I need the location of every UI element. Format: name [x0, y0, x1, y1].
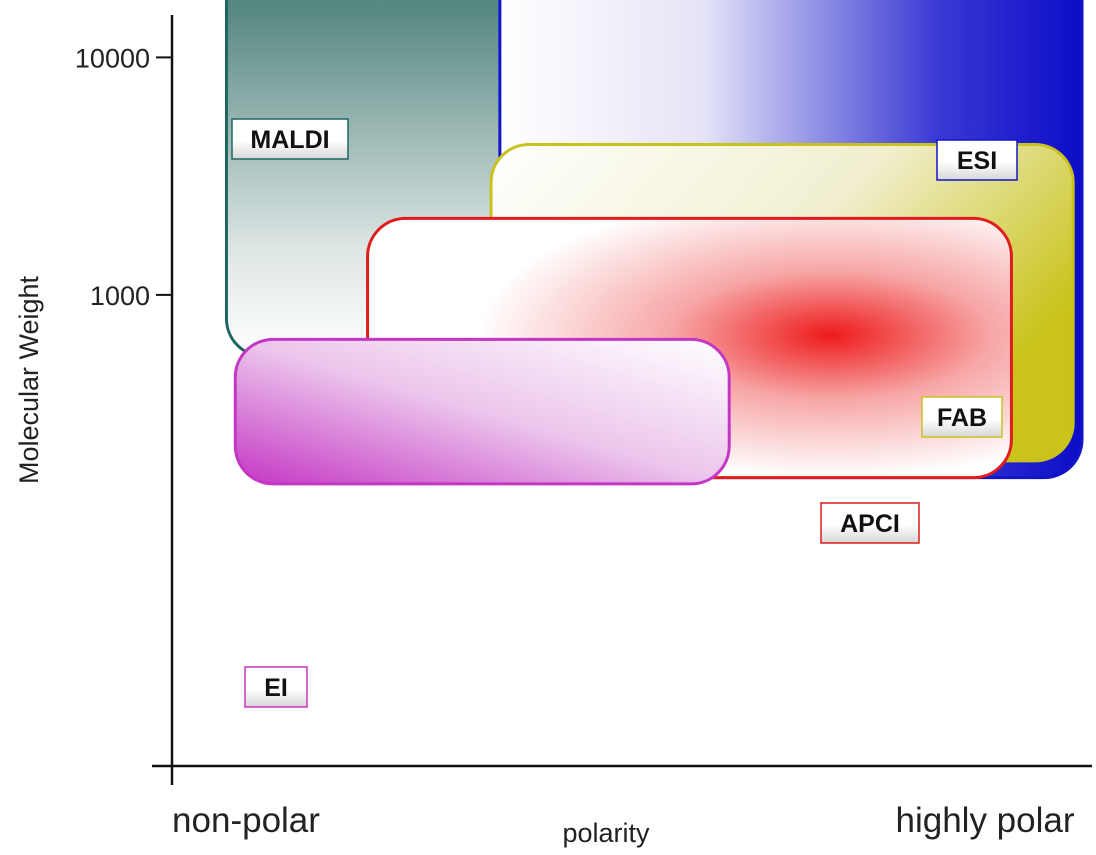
ei-region — [233, 337, 731, 486]
region-labels-layer: MALDI ESI FAB APCI EI — [231, 118, 1018, 708]
fab-label: FAB — [937, 404, 987, 432]
y-tick-label: 10000 — [75, 43, 150, 73]
esi-label: ESI — [957, 147, 997, 175]
y-tick-label: 1000 — [90, 281, 150, 311]
y-axis-title: Molecular Weight — [14, 275, 44, 484]
ei-label: EI — [264, 674, 288, 702]
esi-label-box — [936, 139, 1018, 181]
maldi-label: MALDI — [250, 126, 329, 154]
regions-layer — [224, 0, 1084, 486]
x-axis-title: polarity — [562, 818, 650, 848]
fab-label-box — [921, 396, 1003, 438]
apci-label: APCI — [840, 510, 900, 538]
apci-label-box — [820, 502, 920, 544]
ei-label-box — [244, 666, 308, 708]
y-ticks-layer: 100010000100000 — [75, 43, 172, 311]
maldi-label-box — [231, 118, 349, 160]
x-max-label: highly polar — [896, 801, 1075, 840]
x-min-label: non-polar — [172, 801, 320, 840]
